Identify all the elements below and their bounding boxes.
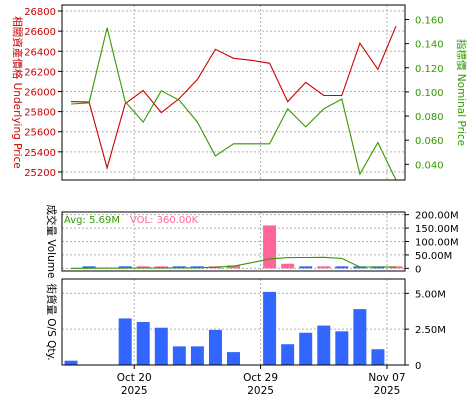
left-axis-tick-label: 26200 xyxy=(24,67,56,78)
underlying-price-line xyxy=(70,25,397,170)
volume-average-label: Avg: 5.69M xyxy=(64,215,120,226)
left-axis-label: 相關資產價格 Underlying Price xyxy=(11,16,24,168)
right-axis-tick-label: 0.120 xyxy=(415,64,444,75)
outstanding-bar xyxy=(64,360,78,365)
left-axis-tick-label: 26400 xyxy=(24,47,56,58)
outstanding-bar xyxy=(335,331,349,365)
outstanding-bar xyxy=(172,346,186,365)
x-axis-month-label: Oct 29 xyxy=(243,372,278,384)
volume-bar xyxy=(227,265,240,269)
volume-bar xyxy=(263,225,277,269)
outstanding-bar xyxy=(154,327,168,365)
volume-bar xyxy=(118,266,132,269)
volume-panel: 0 50.00M 100.00M 150.00M 200.00M Avg: 5.69M VO… xyxy=(45,205,459,279)
right-axis-tick-label: 0.140 xyxy=(415,40,444,51)
x-axis-month-label: Oct 20 xyxy=(117,372,152,384)
outstanding-bar xyxy=(353,309,367,365)
price-panel: 25200 25400 25600 25800 26000 26200 26400 26600… xyxy=(11,4,468,181)
outstanding-panel: 0 2.50M 5.00M 街貨量 O/S Qty. xyxy=(45,278,446,372)
outstanding-axis-tick-label: 2.50M xyxy=(415,325,446,336)
left-axis-tick-label: 26800 xyxy=(24,7,56,18)
left-axis-tick-label: 26600 xyxy=(24,27,56,38)
volume-axis-tick-label: 0 xyxy=(415,264,421,275)
right-axis-tick-label: 0.060 xyxy=(415,136,444,147)
right-axis-tick-label: 0.080 xyxy=(415,112,444,123)
left-axis-tick-label: 25800 xyxy=(24,108,56,119)
x-axis-year-label: 2025 xyxy=(374,385,401,397)
right-axis-tick-label: 0.100 xyxy=(415,88,444,99)
volume-axis-label: 成交量 Volume xyxy=(45,205,58,279)
outstanding-bar xyxy=(208,329,222,365)
volume-axis-tick-label: 50.00M xyxy=(415,251,452,262)
volume-bar xyxy=(335,266,349,269)
nominal-price-line xyxy=(70,27,397,181)
right-axis-tick-label: 0.040 xyxy=(415,160,444,171)
volume-bar xyxy=(82,266,96,269)
volume-axis-tick-label: 200.00M xyxy=(415,211,459,222)
x-axis-month-label: Nov 07 xyxy=(368,372,405,384)
left-axis-tick-label: 25400 xyxy=(24,148,56,159)
outstanding-axis-label: 街貨量 O/S Qty. xyxy=(45,283,58,360)
volume-average-line xyxy=(70,256,397,269)
volume-bar xyxy=(281,263,295,269)
right-axis-tick-label: 0.160 xyxy=(415,15,444,26)
outstanding-bar xyxy=(317,325,331,365)
volume-frame xyxy=(61,211,406,272)
outstanding-bar xyxy=(136,322,150,365)
left-axis-tick-label: 26000 xyxy=(24,87,56,98)
right-axis-label: 指標價 Nominal Price xyxy=(455,39,468,146)
outstanding-bar xyxy=(371,349,385,365)
outstanding-bar xyxy=(281,344,295,365)
volume-bar xyxy=(154,266,168,269)
volume-bar xyxy=(299,266,313,269)
outstanding-bar xyxy=(190,346,204,365)
outstanding-bar xyxy=(118,318,132,365)
volume-axis-tick-label: 100.00M xyxy=(415,238,459,249)
outstanding-bar xyxy=(263,291,277,365)
x-axis-year-label: 2025 xyxy=(247,385,274,397)
outstanding-bar xyxy=(299,332,313,365)
x-axis-year-label: 2025 xyxy=(121,385,148,397)
volume-current-label: VOL: 360.00K xyxy=(130,215,199,226)
left-axis-tick-label: 25600 xyxy=(24,128,56,139)
volume-axis-tick-label: 150.00M xyxy=(415,224,459,235)
price-frame xyxy=(61,4,406,181)
outstanding-axis-tick-label: 0 xyxy=(415,361,421,372)
outstanding-frame xyxy=(61,278,406,366)
volume-bar xyxy=(317,266,331,269)
outstanding-axis-tick-label: 5.00M xyxy=(415,289,446,300)
volume-bar xyxy=(136,266,150,269)
left-axis-tick-label: 25200 xyxy=(24,168,56,179)
outstanding-bar xyxy=(227,352,240,365)
